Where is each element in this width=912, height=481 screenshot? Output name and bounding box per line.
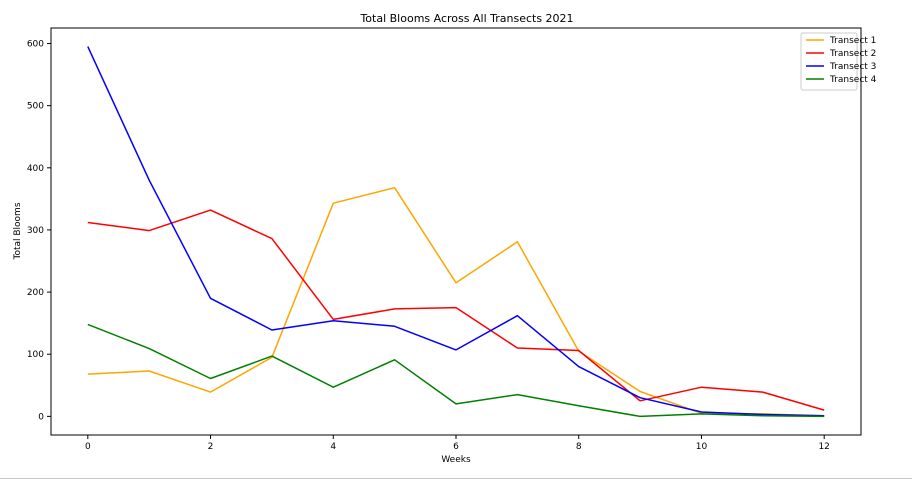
x-tick-label: 0: [85, 442, 91, 452]
y-axis-label: Total Blooms: [13, 202, 23, 260]
y-tick-label: 300: [27, 226, 44, 236]
x-axis: 0 2 4 6 8 10 12: [85, 435, 830, 452]
legend-label-transect-2: Transect 2: [829, 49, 876, 59]
chart-title: Total Blooms Across All Transects 2021: [359, 12, 573, 25]
series-line-transect-1: [87, 186, 825, 417]
y-tick-label: 600: [27, 40, 44, 50]
bottom-rule: [0, 478, 912, 479]
y-tick-label: 200: [27, 288, 44, 298]
series-line-transect-3: [87, 46, 825, 417]
legend-box: [800, 32, 858, 91]
x-tick-label: 2: [208, 442, 214, 452]
x-axis-label: Weeks: [441, 455, 471, 465]
x-tick-label: 10: [696, 442, 708, 452]
legend-label-transect-3: Transect 3: [829, 62, 876, 72]
series-line-transect-4: [87, 323, 825, 418]
x-tick-label: 12: [818, 442, 829, 452]
series-line-transect-2: [87, 209, 825, 411]
legend-label-transect-4: Transect 4: [829, 75, 877, 85]
x-tick-label: 8: [576, 442, 582, 452]
legend-label-transect-1: Transect 1: [829, 36, 876, 46]
y-tick-label: 400: [27, 164, 44, 174]
y-tick-label: 100: [27, 350, 44, 360]
y-tick-label: 0: [38, 412, 44, 422]
plot-area: [50, 27, 862, 436]
series-layer: [87, 46, 825, 418]
y-tick-label: 500: [27, 102, 44, 112]
x-tick-label: 4: [330, 442, 336, 452]
axes-frame: [50, 27, 862, 436]
y-axis: 0 100 200 300 400 500 600: [27, 40, 51, 422]
legend: Transect 1 Transect 2 Transect 3 Transect 4: [800, 32, 877, 91]
x-tick-label: 6: [453, 442, 459, 452]
